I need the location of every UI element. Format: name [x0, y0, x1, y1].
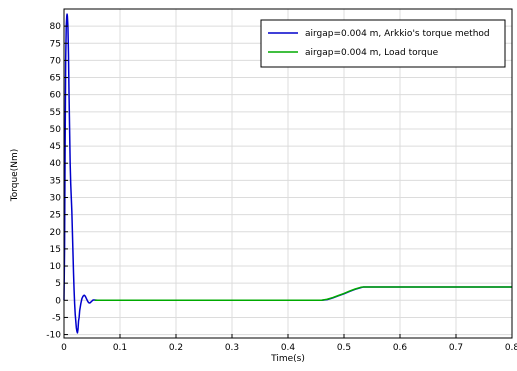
- y-tick-label: 40: [50, 159, 62, 169]
- y-tick-label: -10: [46, 331, 61, 341]
- x-tick-label: 0.2: [169, 343, 183, 353]
- x-tick-label: 0.7: [449, 343, 463, 353]
- legend: airgap=0.004 m, Arkkio's torque method a…: [260, 19, 506, 68]
- y-tick-label: 0: [55, 296, 61, 306]
- x-tick-label: 0.8: [505, 343, 517, 353]
- y-tick-label: 65: [50, 74, 61, 84]
- x-axis: 0 0.1 0.2 0.3 0.4 0.5 0.6 0.7 0.8: [61, 334, 517, 353]
- y-tick-label: 30: [50, 193, 62, 203]
- y-tick-label: 55: [50, 108, 61, 118]
- x-tick-label: 0.5: [337, 343, 351, 353]
- y-tick-label: 35: [50, 176, 61, 186]
- y-axis: -10 -5 0 5 10 15 20 25 30 35 40 45 50 55 60 65 70 75 80: [46, 22, 68, 341]
- x-tick-label: 0.1: [113, 343, 127, 353]
- x-tick-label: 0.3: [225, 343, 239, 353]
- y-tick-label: 80: [50, 22, 62, 32]
- x-axis-title: Time(s): [270, 354, 305, 364]
- y-tick-label: 60: [50, 91, 62, 101]
- y-tick-label: 25: [50, 211, 61, 221]
- legend-label-load: airgap=0.004 m, Load torque: [305, 48, 439, 58]
- y-tick-label: 70: [50, 56, 62, 66]
- y-tick-label: 10: [50, 262, 62, 272]
- y-tick-label: -5: [52, 313, 61, 323]
- x-tick-label: 0.4: [281, 343, 296, 353]
- y-tick-label: 45: [50, 142, 61, 152]
- x-tick-label: 0: [61, 343, 67, 353]
- y-tick-label: 5: [55, 279, 61, 289]
- series-lines: [63, 13, 512, 334]
- x-tick-label: 0.6: [393, 343, 408, 353]
- y-axis-title: Torque(Nm): [10, 149, 20, 203]
- y-tick-label: 75: [50, 39, 61, 49]
- legend-label-arkkio: airgap=0.004 m, Arkkio's torque method: [305, 29, 490, 39]
- legend-box: [260, 19, 506, 68]
- y-tick-label: 50: [50, 125, 62, 135]
- y-tick-label: 20: [50, 228, 62, 238]
- y-tick-label: 15: [50, 245, 61, 255]
- load-torque-line: [94, 286, 512, 302]
